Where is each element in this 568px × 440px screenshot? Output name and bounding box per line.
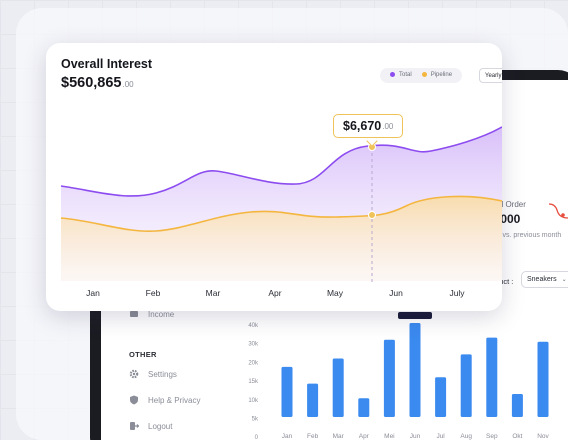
logout-icon <box>129 421 139 431</box>
bar-x-label: Mei <box>384 433 394 440</box>
sidebar-item-label: Help & Privacy <box>148 395 201 405</box>
y-tick-label: 30k <box>248 342 259 348</box>
gear-icon <box>129 369 139 379</box>
sidebar-item-settings[interactable]: Settings <box>129 369 177 379</box>
order-change-text: vs. previous month <box>502 232 562 239</box>
income-icon <box>129 309 139 319</box>
product-label: duct : <box>495 277 514 286</box>
bar-x-label: Feb <box>307 433 319 440</box>
sidebar-item-label: Income <box>148 309 175 319</box>
y-tick-label: 40k <box>248 323 259 329</box>
bar-x-label: Jun <box>410 433 421 440</box>
y-tick-label: 10k <box>248 398 259 404</box>
bar-x-label: Jul <box>436 433 445 440</box>
period-select[interactable]: Yearly <box>479 68 502 83</box>
bar-jun[interactable] <box>409 323 421 417</box>
sidebar-item-label: Settings <box>148 369 177 379</box>
chart-legend: Total Pipeline <box>380 68 463 83</box>
bar-jan[interactable] <box>281 366 293 417</box>
trend-sparkline <box>549 203 568 219</box>
sidebar-item-income[interactable]: Income <box>129 309 174 319</box>
x-tick-label: Jan <box>86 288 100 298</box>
y-tick-label: 15k <box>248 379 259 385</box>
legend-label-pipeline: Pipeline <box>430 72 453 79</box>
product-select-value: Sneakers <box>527 276 557 283</box>
x-tick-label: Mar <box>205 288 221 298</box>
bar-apr[interactable] <box>358 398 370 417</box>
total-amount: $560,865.00 <box>61 75 134 91</box>
bar-x-label: Apr <box>359 433 370 440</box>
bar-sep[interactable] <box>486 337 498 417</box>
bar-x-label: Jan <box>282 433 293 440</box>
total-amount-main: $560,865 <box>61 75 122 91</box>
pipeline-area <box>61 196 502 281</box>
value-tooltip: $6,670.00 <box>333 114 404 138</box>
order-label: al Order <box>497 200 526 209</box>
sidebar-section-other: OTHER <box>129 350 157 359</box>
sidebar-item-logout[interactable]: Logout <box>129 421 172 431</box>
bar-jul[interactable] <box>435 377 447 417</box>
legend-item-total[interactable]: Total <box>390 72 412 79</box>
x-tick-label: May <box>326 288 344 298</box>
monthly-bar-chart: 40k 30k 20k 15k 10k 5k 0 Jan Feb Mar Apr Mei Jun Jul A… <box>248 312 550 440</box>
pipeline-line <box>60 195 502 233</box>
card-title: Overall Interest <box>61 57 153 71</box>
shield-icon <box>129 395 139 405</box>
product-select[interactable]: Sneakers ⌄ <box>521 271 568 288</box>
total-amount-cents: .00 <box>122 80 134 89</box>
pipeline-hover-point <box>368 211 376 219</box>
bar-okt[interactable] <box>511 394 523 417</box>
y-tick-label: 5k <box>252 417 259 423</box>
bar-nov[interactable] <box>537 341 549 417</box>
legend-label-total: Total <box>399 72 412 79</box>
interest-area-chart <box>60 126 502 285</box>
bar-feb[interactable] <box>307 383 319 417</box>
bar-hover-tooltip <box>398 312 432 319</box>
legend-dot-pipeline <box>421 72 427 78</box>
x-tick-label: Apr <box>268 288 282 298</box>
bar-x-label: Okt <box>512 433 522 440</box>
sidebar-item-help[interactable]: Help & Privacy <box>129 395 200 405</box>
bar-x-label: Aug <box>460 433 472 440</box>
tooltip-value-main: $6,670 <box>343 119 382 133</box>
overall-interest-card: Overall Interest $560,865.00 Total Pipel… <box>46 43 502 311</box>
tooltip-value-cents: .00 <box>382 121 394 131</box>
x-tick-label: July <box>449 288 465 298</box>
bar-x-label: Mar <box>333 433 345 440</box>
order-value: .000 <box>497 212 521 226</box>
bar-mei[interactable] <box>383 339 395 417</box>
legend-item-pipeline[interactable]: Pipeline <box>421 72 453 79</box>
chevron-down-icon: ⌄ <box>561 277 567 283</box>
bar-x-label: Sep <box>486 433 498 440</box>
bar-x-label: Nov <box>537 433 549 440</box>
legend-dot-total <box>390 72 395 78</box>
y-tick-label: 20k <box>248 360 259 366</box>
total-line <box>60 126 502 197</box>
y-tick-label: 0 <box>255 435 259 440</box>
sidebar-item-label: Logout <box>148 421 173 431</box>
bar-aug[interactable] <box>460 354 472 417</box>
x-tick-label: Jun <box>389 288 403 298</box>
x-tick-label: Feb <box>145 288 161 298</box>
bar-mar[interactable] <box>332 358 344 417</box>
